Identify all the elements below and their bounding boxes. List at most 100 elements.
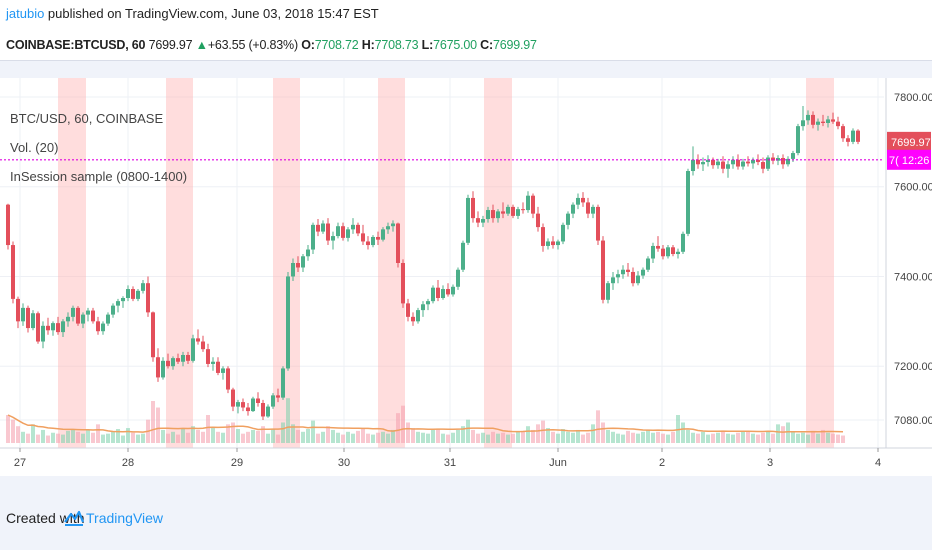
- candle-body: [601, 240, 605, 300]
- volume-bar: [546, 428, 550, 443]
- candle-body: [826, 119, 830, 123]
- volume-bar: [696, 433, 700, 443]
- candle: [316, 219, 320, 237]
- candle: [41, 321, 45, 349]
- candle: [166, 353, 170, 369]
- tradingview-logo-icon[interactable]: [64, 508, 84, 528]
- candle: [781, 154, 785, 169]
- candle-body: [746, 161, 750, 164]
- high-value: 7708.73: [374, 38, 419, 52]
- volume-bar: [796, 433, 800, 443]
- candle-body: [571, 204, 575, 214]
- volume-bar: [416, 431, 420, 443]
- candle: [561, 222, 565, 245]
- tradingview-brand[interactable]: TradingView: [86, 510, 164, 526]
- candle: [666, 245, 670, 259]
- candle: [131, 286, 135, 302]
- volume-bar: [636, 433, 640, 443]
- candle: [56, 316, 60, 335]
- candle: [171, 356, 175, 370]
- candle: [606, 280, 610, 304]
- candle-body: [636, 275, 640, 284]
- last-price: 7699.97: [148, 38, 193, 52]
- candle-body: [166, 360, 170, 367]
- candle: [26, 305, 30, 333]
- candle-body: [416, 310, 420, 322]
- candle-body: [116, 301, 120, 306]
- candle: [301, 254, 305, 272]
- last-price-badge: [887, 131, 931, 152]
- candle: [706, 155, 710, 167]
- candle-body: [451, 286, 455, 295]
- time-tick-label: 29: [231, 457, 243, 469]
- candle-body: [756, 159, 760, 163]
- volume-bar: [721, 431, 725, 443]
- volume-bar: [361, 429, 365, 443]
- candle: [511, 204, 515, 219]
- candle: [51, 321, 55, 336]
- volume-bar: [76, 431, 80, 443]
- symbol-label[interactable]: COINBASE:BTCUSD, 60: [6, 38, 146, 52]
- author-link[interactable]: jatubio: [6, 6, 45, 21]
- candle: [566, 211, 570, 230]
- volume-bar: [401, 405, 405, 443]
- chart-area[interactable]: 7800.00 7600.00 7400.00 7200.00 7080.00 7699.…: [0, 78, 932, 476]
- candle: [401, 259, 405, 308]
- candle-body: [6, 204, 10, 246]
- volume-bar: [226, 424, 230, 443]
- candle: [191, 334, 195, 363]
- candle-body: [251, 398, 255, 412]
- candle-body: [696, 159, 700, 165]
- volume-bar: [191, 426, 195, 443]
- candle-body: [471, 197, 475, 219]
- time-tick-label: 27: [14, 457, 26, 469]
- candle: [176, 353, 180, 364]
- candle: [486, 206, 490, 223]
- candle: [856, 129, 860, 145]
- candle: [831, 112, 835, 124]
- candle: [451, 284, 455, 297]
- volume-bar: [11, 419, 15, 443]
- candle-body: [486, 210, 490, 220]
- volume-bar: [151, 401, 155, 443]
- volume-bar: [196, 429, 200, 443]
- candle: [766, 155, 770, 172]
- candle-body: [376, 236, 380, 240]
- volume-bar: [421, 432, 425, 443]
- candle-body: [846, 138, 850, 142]
- candle: [11, 241, 15, 304]
- candle: [381, 227, 385, 242]
- chart-svg[interactable]: 7800.00 7600.00 7400.00 7200.00 7080.00 7699.…: [0, 78, 932, 476]
- candle-body: [686, 171, 690, 234]
- volume-bar: [81, 433, 85, 443]
- candle: [161, 357, 165, 380]
- volume-bar: [736, 432, 740, 443]
- volume-bar: [491, 431, 495, 443]
- legend-volume[interactable]: Vol. (20): [10, 140, 59, 155]
- candle-body: [576, 197, 580, 205]
- candle-body: [691, 159, 695, 172]
- candle: [46, 317, 50, 335]
- volume-bar: [346, 431, 350, 443]
- volume-bar: [481, 432, 485, 443]
- candle: [211, 357, 215, 371]
- candle: [216, 357, 220, 376]
- candle: [371, 235, 375, 248]
- legend-main-series[interactable]: BTC/USD, 60, COINBASE: [10, 111, 164, 126]
- volume-bar: [366, 433, 370, 443]
- volume-bar: [381, 431, 385, 443]
- candle-body: [336, 226, 340, 237]
- candle-body: [371, 236, 375, 246]
- volume-bar: [631, 432, 635, 443]
- volume-bar: [531, 429, 535, 443]
- volume-bar: [616, 433, 620, 443]
- volume-bar: [86, 429, 90, 443]
- candle-body: [511, 206, 515, 216]
- legend-insession[interactable]: InSession sample (0800-1400): [10, 169, 188, 184]
- publish-text: published on TradingView.com, June 03, 2…: [44, 6, 379, 21]
- candle-body: [436, 287, 440, 298]
- volume-bar: [256, 430, 260, 443]
- volume-bar: [641, 431, 645, 443]
- candle: [496, 209, 500, 223]
- candle-body: [721, 161, 725, 169]
